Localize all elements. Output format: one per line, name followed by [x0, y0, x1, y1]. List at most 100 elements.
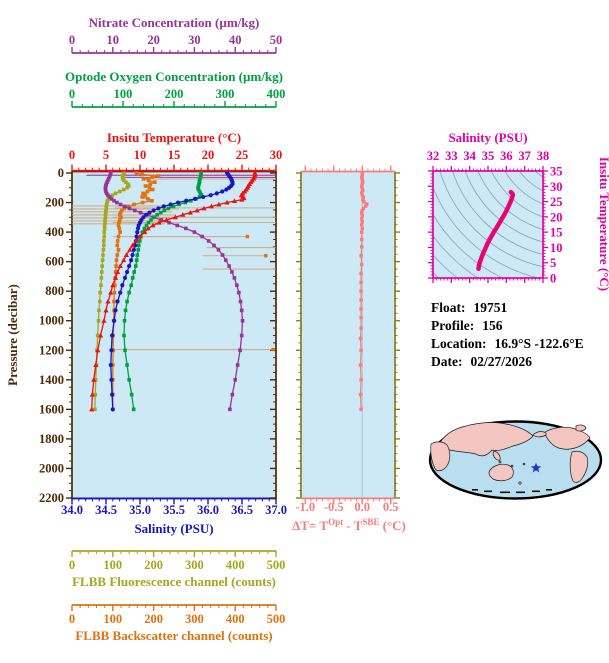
- float-position-star: [530, 462, 542, 473]
- series-nitrate: [103, 171, 245, 412]
- fluorescence-axis-title: FLBB Fluorescence channel (counts): [72, 574, 276, 589]
- float-info: Float: 19751 Profile: 156 Location: 16.9°S …: [431, 300, 584, 369]
- temperature-axis-title: Insitu Temperature (°C): [107, 130, 241, 145]
- float-value: 19751: [474, 300, 508, 315]
- svg-text:800: 800: [45, 284, 64, 298]
- svg-text:20: 20: [550, 210, 563, 224]
- delta-t-label-part: - T: [343, 518, 363, 533]
- location-value: 16.9°S -122.6°E: [495, 336, 584, 351]
- pressure-axis-title: Pressure (decibar): [5, 284, 20, 386]
- svg-text:0: 0: [69, 87, 75, 101]
- delta-t-panel: [300, 171, 396, 499]
- svg-text:300: 300: [185, 612, 204, 626]
- svg-text:200: 200: [45, 196, 64, 210]
- fluorescence-axis: 0 100 200 300 400 500: [69, 550, 286, 572]
- svg-text:-1.0: -1.0: [295, 500, 315, 514]
- map-new-zealand: [518, 481, 522, 485]
- svg-text:-0.5: -0.5: [324, 500, 344, 514]
- delta-t-top-axis: [301, 165, 395, 173]
- svg-text:20: 20: [147, 33, 160, 47]
- svg-text:25: 25: [550, 195, 563, 209]
- svg-text:300: 300: [185, 558, 204, 572]
- float-label: Float:: [431, 300, 466, 315]
- svg-text:100: 100: [114, 87, 133, 101]
- svg-text:300: 300: [216, 87, 235, 101]
- svg-text:100: 100: [103, 612, 122, 626]
- svg-text:38: 38: [537, 149, 550, 163]
- delta-t-series: [358, 171, 369, 412]
- svg-text:30: 30: [188, 33, 201, 47]
- svg-text:25: 25: [236, 148, 249, 162]
- svg-text:0: 0: [550, 272, 556, 286]
- svg-text:35: 35: [550, 165, 563, 179]
- series-fluorescence: [93, 171, 131, 412]
- svg-text:0: 0: [69, 558, 75, 572]
- svg-text:600: 600: [45, 255, 64, 269]
- svg-text:500: 500: [267, 558, 286, 572]
- svg-text:0: 0: [69, 148, 75, 162]
- svg-text:34.0: 34.0: [61, 503, 83, 517]
- svg-text:1600: 1600: [39, 402, 64, 416]
- svg-text:5: 5: [550, 256, 556, 270]
- salinity-axis: 34.0 34.5 35.0 35.5 36.0 36.5 37.0: [61, 497, 287, 517]
- map-se-asia: [492, 450, 501, 461]
- delta-t-side-ticks: [296, 172, 400, 499]
- delta-t-label-sup-sbe: SBE: [362, 517, 379, 527]
- svg-text:5: 5: [103, 148, 109, 162]
- delta-t-axis-title: ΔT= TOpt - TSBE (°C): [292, 517, 406, 533]
- ts-temperature-axis-title: Insitu Temperature (°C): [597, 157, 609, 291]
- map-island: [522, 462, 526, 466]
- svg-text:37.0: 37.0: [265, 503, 287, 517]
- svg-text:15: 15: [550, 226, 563, 240]
- profile-label: Profile:: [431, 318, 474, 333]
- svg-text:36.5: 36.5: [231, 503, 253, 517]
- map-greenland: [575, 424, 587, 432]
- svg-text:0: 0: [58, 166, 64, 180]
- svg-text:1400: 1400: [39, 373, 64, 387]
- svg-text:10: 10: [134, 148, 147, 162]
- ts-salinity-axis-title: Salinity (PSU): [448, 130, 527, 145]
- svg-text:0.0: 0.0: [354, 500, 370, 514]
- map-eurasia: [437, 422, 534, 457]
- svg-text:33: 33: [445, 149, 458, 163]
- svg-text:37: 37: [518, 149, 531, 163]
- delta-t-label-part: (°C): [379, 518, 406, 533]
- location-line: Location: 16.9°S -122.6°E: [431, 336, 584, 351]
- delta-t-bottom-axis: -1.0 -0.5 0.0 0.5: [295, 497, 399, 514]
- nitrate-axis-title: Nitrate Concentration (µm/kg): [89, 15, 260, 30]
- svg-text:10: 10: [107, 33, 120, 47]
- location-label: Location:: [431, 336, 487, 351]
- svg-text:1800: 1800: [39, 432, 64, 446]
- delta-t-background: [301, 171, 395, 499]
- svg-text:36.0: 36.0: [197, 503, 219, 517]
- salinity-axis-title: Salinity (PSU): [134, 521, 213, 536]
- map-island: [510, 464, 514, 468]
- date-line: Date: 02/27/2026: [431, 354, 532, 369]
- svg-text:35.5: 35.5: [163, 503, 185, 517]
- svg-text:36: 36: [500, 149, 513, 163]
- svg-text:200: 200: [144, 612, 163, 626]
- svg-text:2000: 2000: [39, 461, 64, 475]
- profile-series: [72, 171, 276, 412]
- svg-text:2200: 2200: [39, 491, 64, 505]
- svg-text:100: 100: [103, 558, 122, 572]
- map-africa: [430, 441, 451, 472]
- world-map: [428, 420, 603, 500]
- svg-text:20: 20: [202, 148, 215, 162]
- float-id-line: Float: 19751: [431, 300, 508, 315]
- delta-t-label-sup-opt: Opt: [328, 517, 343, 527]
- svg-text:200: 200: [144, 558, 163, 572]
- date-label: Date:: [431, 354, 462, 369]
- map-alaska: [532, 431, 547, 438]
- ts-curve-group: [476, 189, 516, 272]
- svg-text:1000: 1000: [39, 314, 64, 328]
- date-value: 02/27/2026: [470, 354, 532, 369]
- svg-text:500: 500: [267, 612, 286, 626]
- svg-text:35: 35: [482, 149, 495, 163]
- backscatter-axis: 0 100 200 300 400 500: [69, 604, 286, 626]
- delta-t-label-part: ΔT= T: [292, 518, 328, 533]
- svg-text:0: 0: [69, 612, 75, 626]
